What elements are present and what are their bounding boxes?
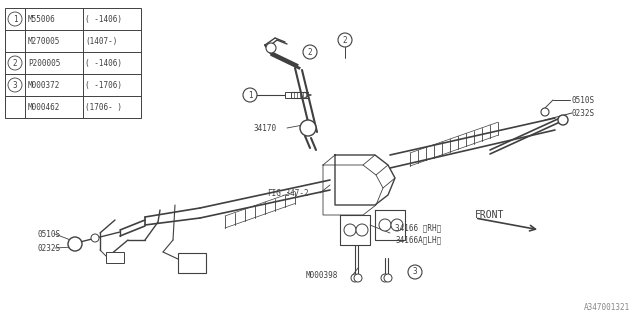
Text: 2: 2 (308, 47, 312, 57)
Circle shape (541, 108, 549, 116)
Text: ( -1706): ( -1706) (85, 81, 122, 90)
Circle shape (354, 274, 362, 282)
Bar (5, 8, 141, 118)
Circle shape (8, 12, 22, 26)
Text: 0510S: 0510S (572, 95, 595, 105)
Text: M000398: M000398 (306, 271, 339, 281)
Text: ( -1406): ( -1406) (85, 14, 122, 23)
Text: P200005: P200005 (28, 59, 60, 68)
Text: 34166 〈RH〉: 34166 〈RH〉 (395, 223, 441, 233)
Text: A347001321: A347001321 (584, 303, 630, 312)
Text: (1706- ): (1706- ) (85, 102, 122, 111)
Text: ( -1406): ( -1406) (85, 59, 122, 68)
Circle shape (391, 219, 403, 231)
Text: M000372: M000372 (28, 81, 60, 90)
Text: M000462: M000462 (28, 102, 60, 111)
Text: M270005: M270005 (28, 36, 60, 45)
Text: 2: 2 (13, 59, 17, 68)
Text: M55006: M55006 (28, 14, 56, 23)
Text: 34170: 34170 (253, 124, 276, 132)
Circle shape (356, 224, 368, 236)
Circle shape (8, 56, 22, 70)
Text: FRONT: FRONT (475, 210, 504, 220)
Circle shape (379, 219, 391, 231)
Circle shape (68, 237, 82, 251)
Circle shape (8, 78, 22, 92)
Bar (106, 252, 124, 263)
Circle shape (351, 274, 359, 282)
Text: 3: 3 (13, 81, 17, 90)
Text: 0232S: 0232S (572, 108, 595, 117)
Circle shape (558, 115, 568, 125)
Circle shape (266, 43, 276, 53)
Circle shape (91, 234, 99, 242)
Text: 34166A〈LH〉: 34166A〈LH〉 (395, 236, 441, 244)
Text: 1: 1 (13, 14, 17, 23)
Circle shape (384, 274, 392, 282)
Circle shape (381, 274, 389, 282)
Text: FIG.347-2: FIG.347-2 (267, 188, 308, 197)
Bar (178, 253, 206, 273)
Bar (285, 92, 291, 98)
Circle shape (243, 88, 257, 102)
Text: 0510S: 0510S (38, 229, 61, 238)
Text: 1: 1 (248, 91, 252, 100)
Text: 2: 2 (342, 36, 348, 44)
Circle shape (408, 265, 422, 279)
Text: (1407-): (1407-) (85, 36, 117, 45)
Text: 3: 3 (413, 268, 417, 276)
Circle shape (344, 224, 356, 236)
Circle shape (338, 33, 352, 47)
Text: 0232S: 0232S (38, 244, 61, 252)
Circle shape (303, 45, 317, 59)
Circle shape (300, 120, 316, 136)
